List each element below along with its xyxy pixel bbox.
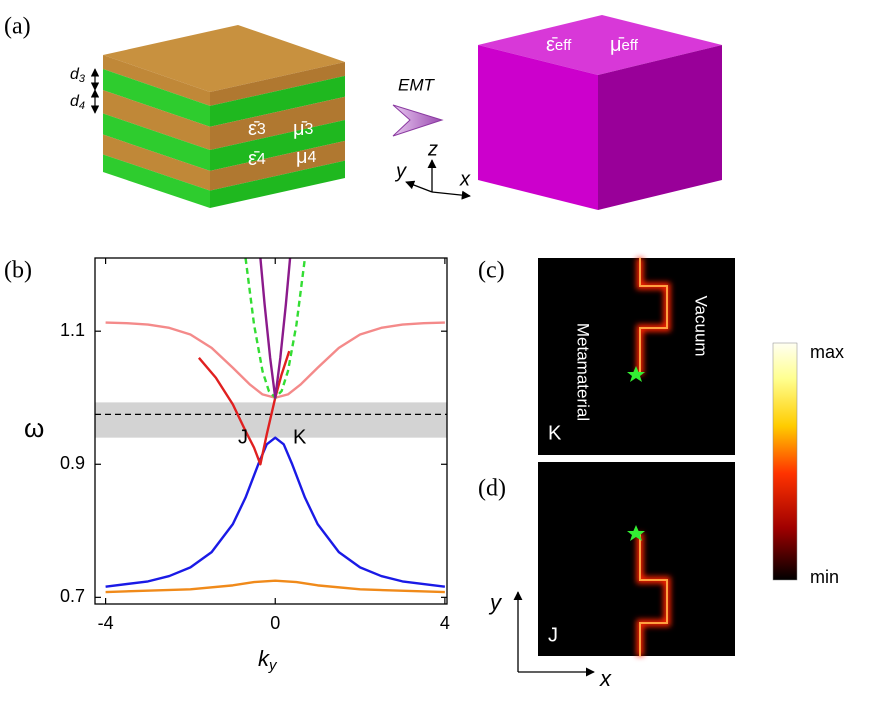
panel-label: (a)	[4, 14, 31, 40]
panel-label: (c)	[478, 258, 505, 284]
y-axis-label: ω	[24, 413, 44, 443]
layer	[103, 154, 210, 208]
x-label: x	[459, 168, 471, 190]
plot-frame	[94, 257, 448, 605]
box-top	[103, 25, 345, 92]
layer	[103, 55, 210, 106]
box-top	[478, 15, 722, 75]
series-line	[105, 436, 446, 588]
series-line	[105, 321, 445, 399]
box-left	[478, 45, 598, 210]
layer	[210, 96, 345, 150]
point-label: J	[548, 624, 558, 646]
series-group	[105, 258, 446, 594]
x-axis-arrow	[431, 190, 471, 200]
source-star	[627, 366, 645, 382]
layer	[103, 69, 210, 127]
region-label: Metamaterial	[574, 323, 593, 421]
series-line	[244, 258, 307, 399]
x-axis-label: ky	[258, 646, 278, 674]
annotation: K	[293, 426, 307, 448]
layer	[103, 113, 210, 171]
x-tick-label: 0	[270, 613, 280, 633]
annotation: J	[238, 426, 248, 448]
y-label: y	[488, 590, 503, 615]
layer	[210, 120, 345, 171]
series-line	[105, 579, 445, 594]
x-label: x	[599, 666, 612, 691]
y-label: y	[394, 160, 407, 182]
eps-eff-label: ε̄eff	[546, 34, 572, 56]
mu-eff-label: μ̄eff	[610, 34, 639, 56]
series-line	[197, 350, 291, 466]
x-tick-label: -4	[98, 613, 114, 633]
layer	[210, 75, 345, 127]
layered-box	[103, 25, 345, 208]
colorbar	[772, 342, 798, 581]
panel-label: (b)	[4, 258, 32, 284]
mu3-label: μ̄3	[293, 118, 314, 140]
y-tick-label: 0.7	[60, 586, 85, 606]
eps4-label: ε̄4	[248, 148, 266, 170]
panel-label: (d)	[478, 476, 506, 502]
point-label: K	[548, 422, 562, 444]
emt-label: EMT	[398, 75, 436, 94]
mu4-label: μ4	[296, 146, 317, 168]
layer	[103, 134, 210, 191]
d4-label: d4	[70, 93, 85, 112]
emt-arrow	[392, 104, 444, 137]
d3-label: d3	[70, 66, 86, 85]
layer	[210, 140, 345, 191]
box-right	[598, 45, 722, 210]
y-tick-label: 0.9	[60, 453, 85, 473]
series-line	[259, 258, 292, 399]
eps3-label: ε̄3	[248, 118, 266, 140]
plot: -4 0 4 0.7 0.9 1.1	[60, 257, 450, 633]
layer	[103, 90, 210, 150]
region-label: Vacuum	[692, 295, 711, 356]
source-star	[627, 525, 645, 541]
colorbar-min: min	[810, 567, 839, 587]
layer	[210, 160, 345, 208]
z-label: z	[427, 138, 438, 160]
y-axis-arrow	[405, 180, 433, 193]
layer	[210, 62, 345, 106]
interface	[639, 258, 668, 375]
interface	[639, 533, 668, 656]
x-tick-label: 4	[440, 613, 450, 633]
y-tick-label: 1.1	[60, 320, 85, 340]
colorbar-max: max	[810, 342, 844, 362]
